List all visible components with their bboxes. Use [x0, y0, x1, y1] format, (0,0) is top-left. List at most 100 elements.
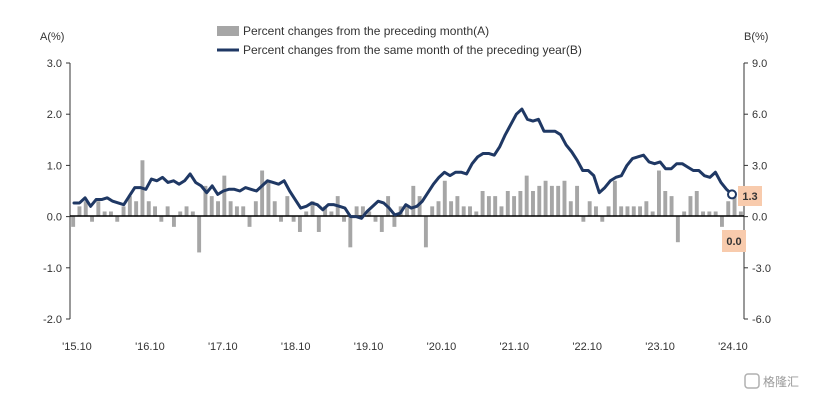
bar: [587, 201, 592, 217]
bar: [178, 211, 183, 217]
bar: [568, 201, 573, 217]
legend: Percent changes from the preceding month…: [217, 24, 582, 57]
bar: [688, 196, 693, 217]
bar: [329, 211, 334, 217]
bar: [549, 185, 554, 217]
bar: [304, 211, 309, 217]
bar: [423, 216, 428, 248]
callout-line-value: 1.3: [738, 186, 762, 206]
bar: [323, 206, 328, 217]
bar: [121, 206, 126, 217]
bar: [720, 216, 724, 227]
left-tick-label: -2.0: [43, 314, 62, 326]
bar: [430, 206, 435, 217]
bar: [493, 196, 498, 217]
bar: [512, 196, 517, 217]
bar: [310, 201, 315, 217]
bar: [367, 211, 372, 217]
x-tick-label: '15.10: [62, 341, 92, 353]
bar: [222, 175, 227, 217]
right-axis-title: B(%): [744, 31, 768, 43]
bar: [411, 185, 416, 217]
bar: [474, 211, 479, 217]
bar: [360, 206, 365, 217]
bar: [663, 191, 668, 217]
right-tick-label: 0.0: [752, 212, 767, 224]
left-tick-label: 0.0: [47, 212, 62, 224]
bar: [499, 206, 504, 217]
right-tick-label: 9.0: [752, 58, 767, 70]
watermark-logo-icon: [744, 373, 760, 389]
left-axis-ticks: 3.0 2.0 1.0 0.0 -1.0 -2.0: [43, 58, 70, 326]
bar: [524, 175, 529, 217]
bar: [455, 196, 460, 217]
legend-line-label: Percent changes from the same month of t…: [243, 43, 582, 57]
bar: [669, 196, 674, 217]
bar: [612, 180, 617, 217]
right-axis-ticks: 9.0 6.0 3.0 0.0 -3.0 -6.0: [744, 58, 771, 326]
bar: [285, 196, 290, 217]
x-tick-label: '17.10: [208, 341, 238, 353]
left-tick-label: 1.0: [47, 160, 62, 172]
bar: [77, 206, 82, 217]
bar: [486, 196, 491, 217]
bar: [241, 206, 246, 217]
x-tick-label: '18.10: [281, 341, 311, 353]
bar: [146, 201, 151, 217]
bar: [556, 185, 561, 217]
watermark-text: 格隆汇: [763, 374, 799, 389]
bar: [159, 216, 164, 222]
bar: [108, 211, 113, 217]
bar: [650, 211, 655, 217]
bar: [279, 216, 283, 222]
bar: [707, 211, 712, 217]
bar: [682, 211, 687, 217]
bar: [726, 201, 731, 217]
bar: [480, 191, 485, 217]
bar: [562, 180, 567, 217]
bar: [392, 216, 397, 227]
bar: [518, 191, 523, 217]
bar: [505, 191, 510, 217]
bar: [83, 201, 88, 217]
x-tick-label: '24.10: [718, 341, 748, 353]
bar: [260, 170, 265, 217]
left-axis-title: A(%): [40, 31, 64, 43]
right-tick-label: 3.0: [752, 160, 767, 172]
bar: [619, 206, 624, 217]
bar: [531, 191, 535, 217]
bar: [234, 206, 239, 217]
bar: [379, 216, 384, 232]
right-tick-label: 6.0: [752, 109, 767, 121]
bar: [102, 211, 107, 217]
bar: [228, 201, 233, 217]
bar: [442, 180, 447, 217]
bar: [638, 206, 643, 217]
line-series: [72, 107, 734, 220]
watermark: 格隆汇: [744, 373, 799, 389]
bar: [197, 216, 202, 253]
bar: [291, 216, 296, 222]
callout-bar-value: 0.0: [722, 230, 746, 252]
bar: [71, 216, 76, 227]
bar: [134, 201, 139, 217]
bar: [537, 185, 542, 217]
bar: [713, 211, 718, 217]
bar: [348, 216, 353, 248]
bar: [90, 216, 94, 222]
bar: [606, 206, 611, 217]
bar: [272, 201, 277, 217]
bar: [644, 201, 649, 217]
bar: [266, 180, 271, 217]
callout-line-label: 1.3: [742, 191, 757, 203]
x-tick-label: '21.10: [500, 341, 530, 353]
left-tick-label: 3.0: [47, 58, 62, 70]
bar: [575, 185, 580, 217]
bar: [354, 206, 359, 217]
bar: [96, 201, 101, 217]
bar: [373, 216, 378, 222]
x-tick-label: '16.10: [135, 341, 165, 353]
x-tick-label: '20.10: [427, 341, 457, 353]
bar: [316, 216, 321, 232]
